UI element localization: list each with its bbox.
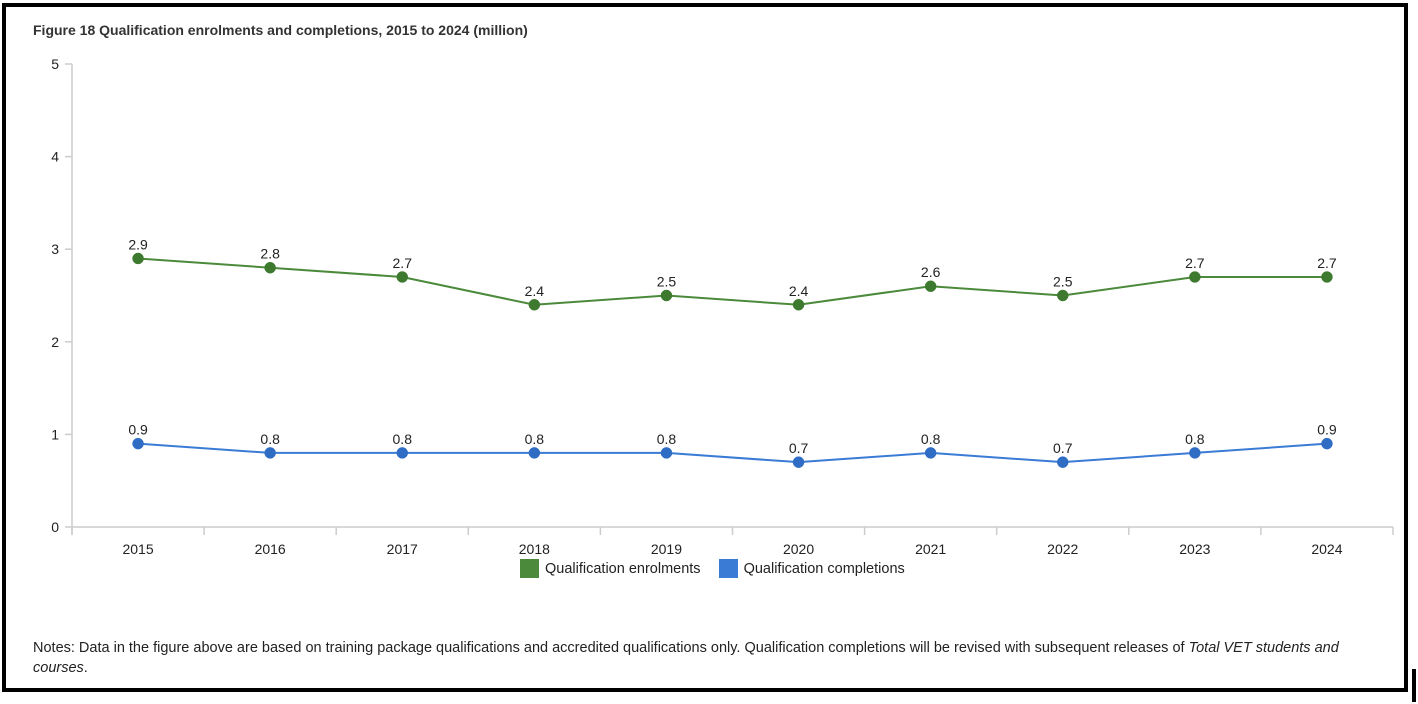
data-label-enrolments: 2.8 [260, 246, 280, 262]
data-label-completions: 0.8 [921, 431, 941, 447]
legend-item-enrolments[interactable]: Qualification enrolments [520, 559, 701, 578]
data-label-completions: 0.7 [1053, 440, 1073, 456]
figure-notes: Notes: Data in the figure above are base… [33, 638, 1383, 678]
data-label-enrolments: 2.7 [1317, 255, 1337, 271]
x-tick-label: 2015 [122, 541, 153, 557]
data-point-completions [528, 447, 541, 459]
legend-swatch-enrolments [520, 559, 539, 578]
x-tick-label: 2024 [1311, 541, 1342, 557]
x-tick-label: 2017 [387, 541, 418, 557]
data-point-enrolments [1057, 289, 1069, 302]
data-label-completions: 0.7 [789, 440, 809, 456]
data-point-completions [1057, 456, 1069, 468]
data-point-enrolments [924, 280, 937, 292]
data-label-enrolments: 2.4 [789, 283, 809, 299]
data-point-completions [396, 447, 408, 459]
data-label-enrolments: 2.4 [525, 283, 545, 299]
data-label-completions: 0.8 [260, 431, 280, 447]
y-tick-label: 4 [51, 149, 59, 165]
data-label-completions: 0.9 [1317, 422, 1337, 438]
data-label-enrolments: 2.7 [1185, 255, 1205, 271]
legend-swatch-completions [718, 559, 738, 578]
figure-title: Figure 18 Qualification enrolments and c… [33, 22, 528, 38]
notes-text: Notes: Data in the figure above are base… [33, 640, 1189, 656]
data-point-enrolments [1189, 271, 1201, 283]
y-tick-label: 5 [51, 56, 59, 72]
data-label-enrolments: 2.7 [393, 255, 413, 271]
notes-end: . [83, 660, 88, 676]
series-line-completions [137, 442, 1328, 464]
data-point-enrolments [132, 252, 144, 265]
legend-label-enrolments: Qualification enrolments [545, 560, 701, 577]
data-label-completions: 0.9 [128, 422, 148, 438]
data-point-enrolments [396, 271, 408, 283]
data-point-completions [132, 437, 144, 450]
data-point-completions [1189, 447, 1201, 459]
y-tick-label: 2 [51, 334, 59, 350]
x-tick-label: 2021 [915, 541, 946, 557]
x-tick-label: 2023 [1179, 541, 1210, 557]
data-point-completions [1321, 437, 1333, 450]
data-point-enrolments [264, 261, 276, 274]
legend-label-completions: Qualification completions [743, 560, 905, 577]
data-point-completions [660, 447, 673, 459]
series-line-enrolments [137, 257, 1327, 306]
x-tick-label: 2019 [651, 541, 682, 557]
x-tick-label: 2018 [519, 541, 550, 557]
data-label-completions: 0.8 [1185, 431, 1205, 447]
data-label-completions: 0.8 [393, 431, 413, 447]
frame-edge [1412, 669, 1416, 702]
notes-publication-title: Total VET students and courses [33, 640, 1339, 676]
data-label-enrolments: 2.6 [921, 264, 941, 280]
data-label-completions: 0.8 [525, 431, 545, 447]
y-tick-label: 3 [51, 241, 59, 257]
data-label-enrolments: 2.5 [657, 274, 677, 290]
y-tick-label: 0 [51, 519, 59, 535]
x-tick-label: 2022 [1047, 541, 1078, 557]
data-point-enrolments [792, 299, 805, 311]
y-tick-label: 1 [51, 426, 59, 442]
x-tick-label: 2016 [255, 541, 286, 557]
data-point-enrolments [1321, 271, 1333, 283]
data-point-completions [924, 447, 937, 459]
data-point-completions [792, 456, 805, 468]
data-label-enrolments: 2.5 [1053, 274, 1073, 290]
legend-item-completions[interactable]: Qualification completions [718, 559, 905, 578]
data-point-enrolments [528, 299, 541, 311]
data-point-enrolments [660, 289, 673, 302]
data-label-enrolments: 2.9 [128, 236, 148, 252]
chart-legend: Qualification enrolments Qualification c… [520, 559, 923, 578]
figure-frame [2, 3, 1408, 692]
data-point-completions [264, 447, 276, 459]
data-label-completions: 0.8 [657, 431, 677, 447]
x-tick-label: 2020 [783, 541, 814, 557]
